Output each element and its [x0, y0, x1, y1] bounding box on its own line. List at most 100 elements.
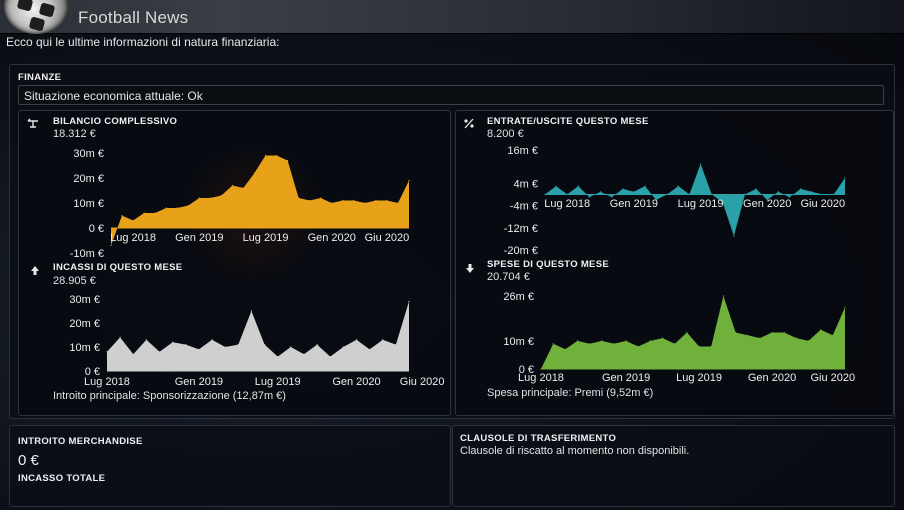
expenses-x-tick-label: Lug 2019 — [676, 372, 722, 384]
balance-y-tick-label: 10m € — [73, 198, 104, 210]
balance-point — [242, 187, 244, 189]
income-point — [369, 348, 371, 350]
income-y-tick-label: 20m € — [69, 318, 100, 330]
expenses-point — [832, 334, 834, 336]
income-point — [158, 351, 161, 353]
income-x-tick-label: Lug 2018 — [84, 376, 130, 388]
expenses-point — [710, 345, 712, 348]
balance-point — [110, 244, 112, 247]
month_net-x-tick-label: Gen 2019 — [610, 198, 658, 210]
month_net-point — [755, 188, 757, 190]
balance-point — [364, 202, 366, 204]
month_net-point — [633, 191, 635, 193]
balance-point — [231, 184, 233, 187]
income-area-series — [107, 301, 409, 371]
month_net-y-tick-label: -4m € — [510, 201, 538, 213]
month_net-point — [655, 199, 657, 201]
month_net-point — [622, 188, 624, 190]
income-point — [250, 310, 252, 312]
balance-point — [298, 197, 300, 199]
expenses-point — [747, 334, 749, 336]
income-point — [132, 353, 134, 355]
expenses-point — [576, 340, 579, 342]
month_net-point — [800, 188, 802, 190]
expenses-value: 20.704 € — [487, 271, 530, 283]
balance-point — [276, 154, 278, 157]
income-point — [329, 356, 331, 358]
balance-chart-title: BILANCIO COMPLESSIVO — [53, 116, 178, 127]
balance-y-tick-label: 30m € — [73, 148, 104, 160]
balance-point — [309, 199, 311, 202]
expenses-point — [601, 340, 603, 342]
expenses-point — [795, 337, 798, 339]
expenses-point — [637, 345, 639, 348]
income-point — [395, 344, 397, 346]
expenses-point — [820, 329, 822, 331]
balance-point — [154, 212, 156, 214]
month_net-point — [844, 177, 846, 179]
expenses-point — [735, 331, 737, 334]
expenses-point — [759, 337, 761, 339]
transfer-clauses-text: Clausole di riscatto al momento non disp… — [460, 445, 690, 457]
month_net-point — [811, 191, 813, 193]
month_net-x-tick-label: Lug 2019 — [678, 198, 724, 210]
income-y-tick-label: 10m € — [69, 342, 100, 354]
window-header: Football News — [0, 0, 904, 34]
merchandise-panel — [9, 425, 451, 507]
balance-value: 18.312 € — [53, 128, 96, 140]
balance-point — [375, 199, 377, 202]
income-point — [119, 336, 121, 338]
expenses-point — [807, 340, 810, 342]
balance-area-series — [111, 155, 409, 246]
expenses-main-item: Spesa principale: Premi (9,52m €) — [487, 387, 654, 399]
month_net-point — [677, 185, 679, 187]
month_net-y-tick-label: 4m € — [514, 178, 538, 190]
expenses-y-tick-label: 0 € — [519, 364, 534, 376]
expenses-y-tick-label: 10m € — [503, 336, 534, 348]
income-x-tick-label: Gen 2019 — [175, 376, 223, 388]
income-value: 28.905 € — [53, 275, 96, 287]
income-point — [355, 339, 358, 341]
month_net-point — [833, 193, 835, 195]
income-x-tick-label: Gen 2020 — [332, 376, 380, 388]
income-point — [342, 346, 344, 348]
month_net-point — [644, 185, 646, 187]
income-point — [224, 346, 226, 348]
balance-point — [264, 154, 267, 157]
income-point — [198, 348, 200, 350]
balance-point — [386, 199, 388, 202]
income-point — [382, 339, 384, 341]
balance-x-tick-label: Gen 2019 — [175, 232, 223, 244]
intro-text: Ecco qui le ultime informazioni di natur… — [6, 35, 280, 49]
month_net-y-tick-label: -12m € — [504, 223, 538, 235]
balance-point — [176, 207, 178, 209]
balance-point — [397, 202, 399, 204]
merchandise-heading: INTROITO MERCHANDISE — [18, 436, 143, 447]
month_net-point — [711, 193, 713, 195]
income-point — [264, 344, 266, 346]
balance-point — [320, 197, 322, 199]
month_net-point — [788, 196, 791, 198]
expenses-x-tick-label: Lug 2018 — [518, 372, 564, 384]
income-y-tick-label: 30m € — [69, 294, 100, 306]
balance-point — [187, 204, 189, 207]
balance-point — [132, 219, 134, 222]
balance-point — [253, 172, 256, 174]
transfer-clauses-panel — [452, 425, 895, 507]
balance-y-tick-label: -10m € — [70, 248, 104, 260]
month_net-point — [555, 185, 557, 187]
income-point — [172, 341, 174, 343]
expenses-point — [844, 306, 846, 308]
month_net-point — [777, 191, 779, 193]
balance-point — [143, 212, 145, 214]
balance-x-tick-label: Lug 2018 — [110, 232, 156, 244]
balance-point — [121, 214, 123, 217]
income-point — [145, 339, 147, 341]
month_net-x-tick-label: Lug 2018 — [544, 198, 590, 210]
month_net-point — [666, 193, 668, 195]
expenses-point — [771, 331, 773, 334]
balance-point — [408, 179, 410, 182]
